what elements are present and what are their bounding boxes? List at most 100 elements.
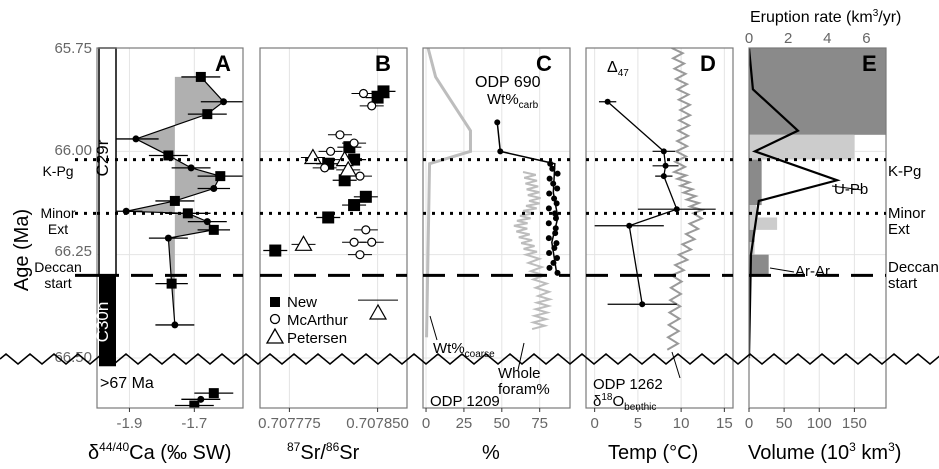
label-wt-carb: Wt%carb [487,91,539,111]
panel-frame-b [259,47,408,409]
data-point-a [220,98,228,106]
legend-mcarthur-label: McArthur [287,312,348,329]
panel-frame-d [585,47,734,409]
legend-new-label: New [287,294,317,311]
data-point-carb [497,148,504,155]
site-label-odp690: ODP 690 [475,74,541,91]
panel-b [260,48,407,408]
panel-frame-e [748,47,887,409]
x-tick-e: 50 [776,415,793,432]
chron-c30n [99,275,116,367]
legend-mcarthur-marker [269,313,281,325]
data-point-carb [547,160,554,167]
data-point-carb [545,235,552,242]
event-label-deccan-left: Deccan [34,259,81,275]
data-point-mcarthur [325,146,336,156]
x-tick-c: 0 [422,415,430,432]
data-point-a [189,400,200,408]
data-point-carb [552,215,559,222]
bar-volume [749,254,769,276]
bar-volume [749,48,886,135]
site-label-odp1262: ODP 1262 [593,376,663,393]
site-label-odp1209: ODP 1209 [430,393,500,410]
data-point-new [269,244,282,257]
label-foram: foram% [498,381,550,398]
data-point-a [164,234,172,242]
chron-label-c29r: C29r [93,139,112,176]
data-point-a [169,195,180,206]
bar-volume [749,229,755,243]
data-point-carb [551,245,558,252]
data-point-delta47 [662,162,669,169]
data-point-carb [553,200,560,207]
y-tick-1: 65.75 [54,40,92,57]
data-point-carb [546,190,553,197]
arrow-upb [831,185,863,191]
event-label-deccan-right: Deccan [888,259,939,276]
label-upb: U-Pb [834,181,868,198]
event-label-kpg-left: K-Pg [42,163,73,179]
data-point-petersen [339,160,358,177]
data-point-a [171,321,179,329]
data-point-a [202,109,213,120]
panel-frame-c [422,47,571,409]
y-tick-3: 66.25 [54,243,92,260]
x-tick-a: -1.7 [181,415,207,432]
data-point-delta47 [604,98,611,105]
x-tick-e: 100 [807,415,832,432]
event-label-ext-left: Ext [48,221,68,237]
label-whole: Whole [498,365,541,382]
data-point-carb [550,180,557,187]
data-point-delta47 [673,206,680,213]
data-point-carb [551,210,558,217]
arrow-whole-foram [517,342,525,371]
y-axis-label: Age (Ma) [11,209,33,291]
data-point-mcarthur [349,237,359,247]
data-point-mcarthur [349,138,359,148]
data-point-mcarthur [358,88,369,99]
data-point-mcarthur [320,163,330,173]
series-d18o-benthic [666,48,706,351]
x-tick-b: 0.707850 [346,415,409,432]
x-axis-label-a: δ44/40Ca (‰ SW) [88,440,231,464]
y-tick-2: 66.00 [54,142,92,159]
event-label-kpg-right: K-Pg [888,163,921,180]
arrow-arar [769,267,795,273]
data-point-delta47 [639,301,646,308]
series-wt-coarse [425,48,472,338]
panel-d [586,48,733,408]
panels-layer: -1.9 -1.7 0.707775 0.707850 0 25 50 75 0 5 10 15 0 50… [96,30,887,432]
bar-volume [749,217,778,230]
panel-c [423,48,570,408]
panel-a [97,48,243,408]
event-label-start-right: start [888,275,918,292]
data-point-carb [554,170,561,177]
data-point-carb [554,269,561,276]
legend-petersen-label: Petersen [287,330,347,347]
arrow-wt-coarse [429,315,438,341]
top-tick-e: 0 [745,30,753,47]
event-label-start-left: start [44,275,71,291]
data-point-carb [554,254,561,261]
x-axis-label-b: 87Sr/86Sr [287,440,360,464]
top-tick-e: 4 [823,30,831,47]
data-point-mcarthur [361,225,371,235]
bar-volume [749,159,762,206]
event-label-minor-left: Minor [40,205,75,221]
series-line-ca [126,76,225,325]
panel-letter-a: A [215,51,231,76]
x-tick-b: 0.707775 [258,415,321,432]
x-axis-label-d: Temp (°C) [608,442,698,464]
data-point-a [208,388,219,399]
data-point-carb [552,230,559,237]
data-point-a [187,164,195,172]
series-whole-foram [513,171,554,331]
x-tick-a: -1.9 [117,415,143,432]
data-point-delta47 [660,148,667,155]
x-tick-c: 50 [493,415,510,432]
data-point-new [371,91,384,104]
data-point-mcarthur [367,237,377,247]
panel-e [749,48,886,408]
data-point-new [348,199,361,212]
